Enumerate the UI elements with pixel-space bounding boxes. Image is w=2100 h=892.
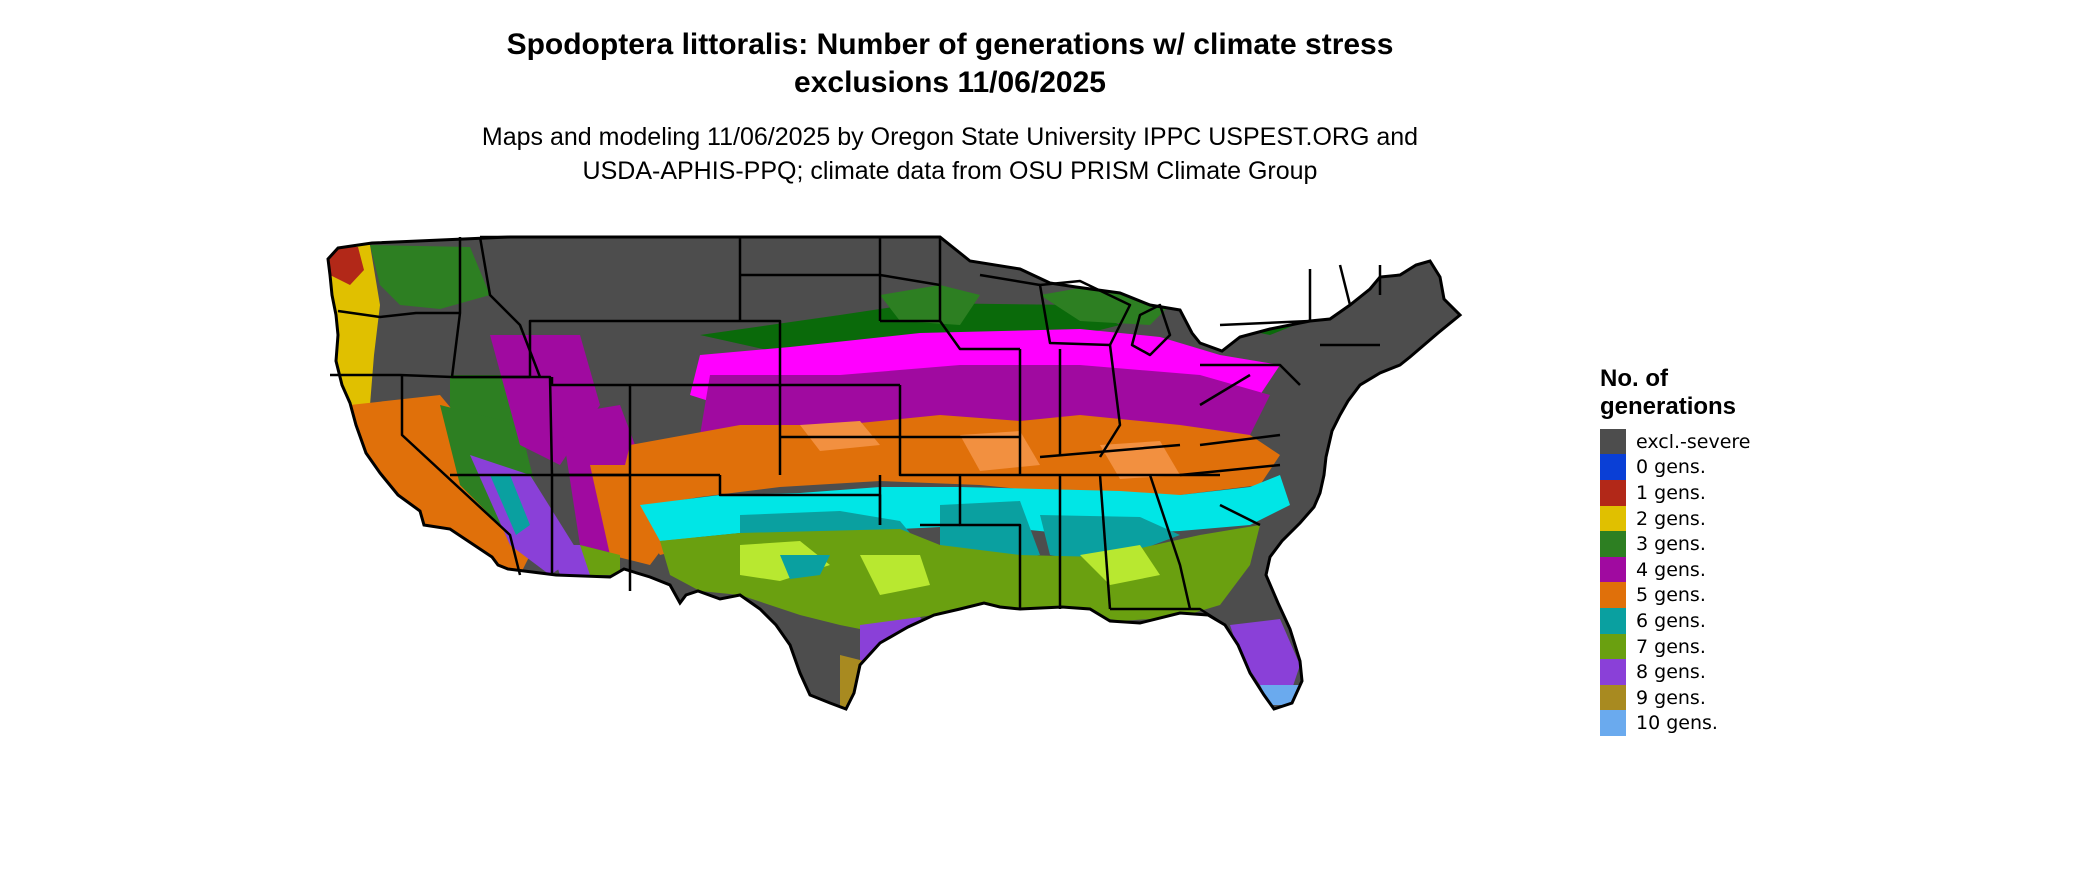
- legend-item: 4 gens.: [1600, 556, 1820, 583]
- map-title: Spodoptera littoralis: Number of generat…: [0, 26, 1900, 102]
- legend-item: 5 gens.: [1600, 582, 1820, 609]
- legend-item: 3 gens.: [1600, 531, 1820, 558]
- map-subtitle-line-1: Maps and modeling 11/06/2025 by Oregon S…: [481, 123, 1419, 151]
- map-subtitle: Maps and modeling 11/06/2025 by Oregon S…: [0, 120, 1900, 188]
- legend-item: excl.-severe: [1600, 428, 1820, 455]
- legend-label: 2 gens.: [1636, 507, 1706, 530]
- legend-swatch: [1600, 684, 1626, 711]
- legend-swatch: [1600, 710, 1626, 737]
- legend-swatch: [1600, 607, 1626, 634]
- legend-item: 0 gens.: [1600, 454, 1820, 481]
- legend-label: 5 gens.: [1636, 584, 1706, 607]
- legend-swatch: [1600, 505, 1626, 532]
- state-boundaries: [330, 235, 1382, 627]
- legend-item: 9 gens.: [1600, 684, 1820, 711]
- legend-label: 10 gens.: [1636, 712, 1718, 735]
- legend-label: 0 gens.: [1636, 456, 1706, 479]
- legend-label: excl.-severe: [1636, 430, 1751, 453]
- legend-swatch: [1600, 454, 1626, 481]
- legend-item: 10 gens.: [1600, 710, 1820, 737]
- legend-title-line-1: No. of: [1600, 365, 1668, 392]
- legend-swatch: [1600, 556, 1626, 583]
- legend-item: 6 gens.: [1600, 607, 1820, 634]
- legend-label: 7 gens.: [1636, 635, 1706, 658]
- map-subtitle-line-2: USDA-APHIS-PPQ; climate data from OSU PR…: [582, 157, 1318, 185]
- legend-swatch: [1600, 531, 1626, 558]
- legend-label: 3 gens.: [1636, 533, 1706, 556]
- map-title-line-1: Spodoptera littoralis: Number of generat…: [506, 28, 1394, 61]
- legend-label: 8 gens.: [1636, 661, 1706, 684]
- legend-swatch: [1600, 428, 1626, 455]
- map-title-line-2: exclusions 11/06/2025: [794, 66, 1106, 99]
- legend-swatch: [1600, 633, 1626, 660]
- legend-swatch: [1600, 479, 1626, 506]
- legend-item: 8 gens.: [1600, 659, 1820, 686]
- us-generations-map: [326, 235, 1462, 711]
- legend-label: 4 gens.: [1636, 558, 1706, 581]
- legend-title-line-2: generations: [1600, 393, 1737, 420]
- generations-legend: No. of generations excl.-severe 0 gens. …: [1600, 365, 1820, 737]
- legend-swatch: [1600, 582, 1626, 609]
- legend-item: 1 gens.: [1600, 479, 1820, 506]
- legend-title: No. of generations: [1600, 365, 1820, 421]
- legend-label: 6 gens.: [1636, 609, 1706, 632]
- legend-item: 2 gens.: [1600, 505, 1820, 532]
- legend-label: 9 gens.: [1636, 686, 1706, 709]
- legend-label: 1 gens.: [1636, 481, 1706, 504]
- legend-item: 7 gens.: [1600, 633, 1820, 660]
- legend-swatch: [1600, 659, 1626, 686]
